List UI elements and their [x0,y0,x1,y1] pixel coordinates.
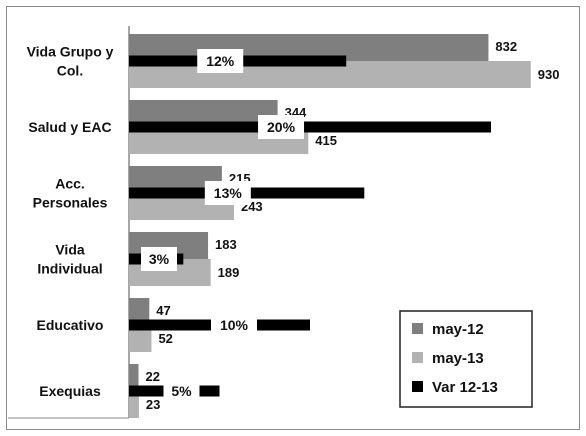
category-label: Acc. [55,176,85,192]
legend-label: may-13 [432,350,484,367]
legend-swatch-may-12 [412,323,423,334]
pct-label-box [141,247,177,271]
data-label-may-13: 52 [158,331,172,346]
category-label: Col. [57,63,83,79]
bar-may-13 [129,391,139,418]
data-label-may-13: 23 [146,397,160,412]
pct-label-box [204,181,251,205]
bar-var-12-13 [129,121,491,133]
data-label-var-12-13: 20% [267,119,296,135]
pct-label-box [258,115,305,139]
data-label-may-13: 415 [315,133,337,148]
data-label-may-12: 22 [146,369,160,384]
category-label: Educativo [37,317,104,333]
category-label: Salud y EAC [28,119,111,135]
bar-may-13 [129,325,152,352]
data-label-var-12-13: 3% [149,251,170,267]
legend-swatch-var-12-13 [412,381,423,392]
category-label: Vida Grupo y [27,44,114,60]
legend-label: Var 12-13 [432,379,498,396]
data-label-var-12-13: 13% [214,185,243,201]
legend-swatch-may-13 [412,352,423,363]
data-label-may-12: 183 [215,237,237,252]
category-label: Individual [37,261,102,277]
data-label-var-12-13: 10% [220,317,249,333]
data-label-var-12-13: 12% [206,53,235,69]
pct-label-box [163,379,200,403]
bar-may-12 [129,298,150,325]
data-label-may-13: 189 [218,265,240,280]
pct-label-box [210,313,257,337]
data-label-may-12: 47 [156,303,170,318]
data-label-may-12: 832 [495,39,517,54]
bar-may-12 [129,364,139,391]
category-label: Exequias [39,383,101,399]
category-label: Vida [55,242,85,258]
data-label-var-12-13: 5% [171,383,192,399]
category-label: Personales [33,195,108,211]
legend-label: may-12 [432,321,484,338]
pct-label-box [197,49,244,73]
data-label-may-13: 930 [538,67,560,82]
